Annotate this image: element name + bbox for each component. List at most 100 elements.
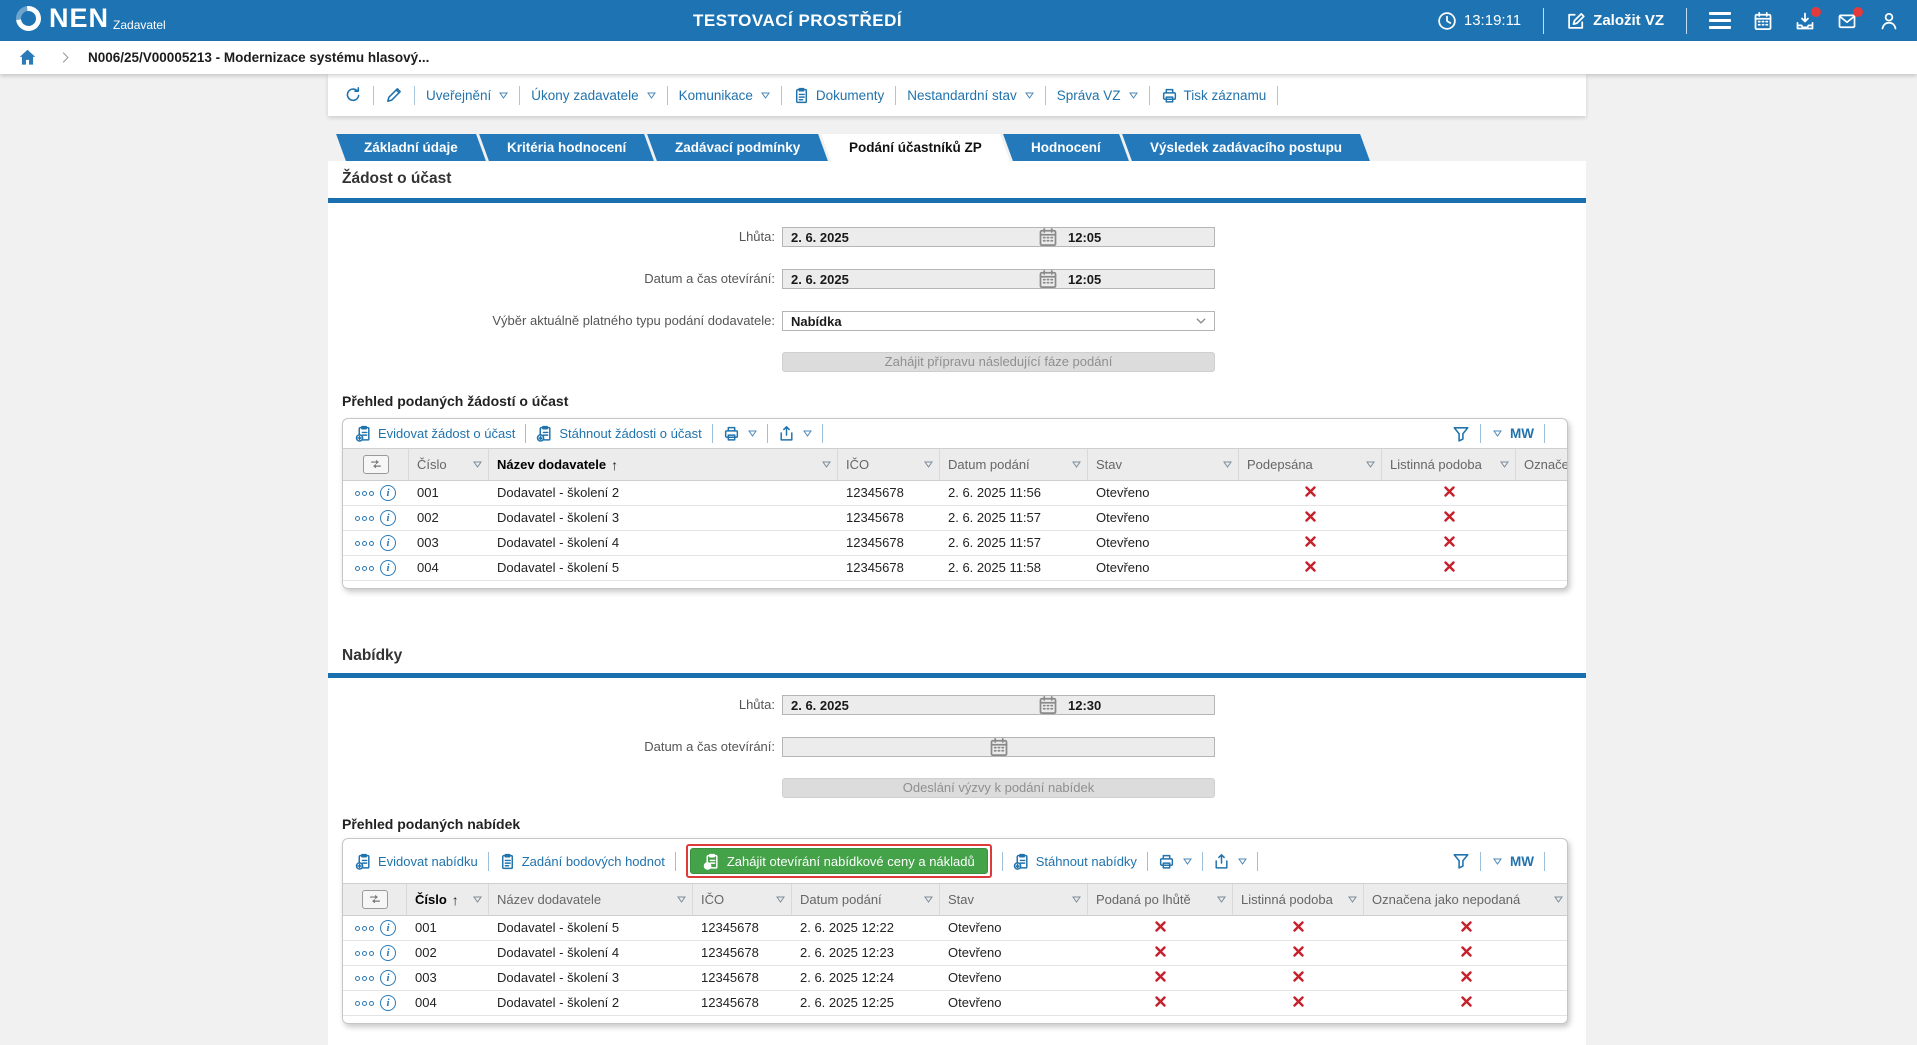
mw-toggle[interactable]: MW [1510, 426, 1534, 441]
toolbar-item-tisk-z-znamu[interactable]: Tisk záznamu [1161, 87, 1266, 104]
lhuta-field[interactable]: 2. 6. 2025 12:05 [782, 227, 1215, 247]
column-filter-icon[interactable] [1496, 461, 1509, 468]
row-info-icon[interactable]: i [380, 485, 396, 501]
column-filter-icon[interactable] [469, 461, 482, 468]
row-menu-icon[interactable] [355, 1000, 374, 1006]
row-info-icon[interactable]: i [380, 970, 396, 986]
tab-zad-vac-podm-nky[interactable]: Zadávací podmínky [647, 134, 829, 161]
column-header-n-zev-dodavatele[interactable]: Název dodavatele [489, 884, 693, 915]
row-menu-icon[interactable] [355, 540, 374, 546]
table-row[interactable]: i 004 Dodavatel - školení 2 12345678 2. 6. 2… [343, 991, 1567, 1016]
column-header--slo[interactable]: Číslo [409, 449, 489, 480]
column-header-ozna-ena-jako-nepodan-[interactable]: Označena jako nepodaná [1516, 449, 1567, 480]
column-header-n-zev-dodavatele[interactable]: Název dodavatele ↑ [489, 449, 838, 480]
column-header-listinn-podoba[interactable]: Listinná podoba [1382, 449, 1516, 480]
table-row[interactable]: i 004 Dodavatel - školení 5 12345678 2. 6. 2… [343, 556, 1567, 581]
toolbar-item-komunikace[interactable]: Komunikace [679, 88, 770, 103]
table-row[interactable]: i 003 Dodavatel - školení 4 12345678 2. 6. 2… [343, 531, 1567, 556]
column-header--slo[interactable]: Číslo ↑ [407, 884, 489, 915]
lhuta2-time-value[interactable]: 12:30 [1068, 697, 1102, 713]
lhuta2-date-value[interactable]: 2. 6. 2025 [791, 697, 849, 713]
dropdown-triangle-icon[interactable] [1493, 430, 1502, 437]
submission-type-select[interactable]: Nabídka [782, 311, 1215, 331]
tab-pod-n-astn-k-zp[interactable]: Podání účastníků ZP [821, 134, 1011, 161]
lhuta-date-value[interactable]: 2. 6. 2025 [791, 229, 849, 245]
row-menu-icon[interactable] [355, 490, 374, 496]
column-header-datum-pod-n-[interactable]: Datum podání [940, 449, 1088, 480]
column-filter-icon[interactable] [673, 896, 686, 903]
row-info-icon[interactable]: i [380, 945, 396, 961]
tab-z-kladn-daje[interactable]: Základní údaje [336, 134, 486, 161]
lhuta-time-value[interactable]: 12:05 [1068, 229, 1102, 245]
create-vz-button[interactable]: Založit VZ [1566, 11, 1664, 31]
row-info-icon[interactable]: i [380, 560, 396, 576]
otevirani-time-value[interactable]: 12:05 [1068, 271, 1102, 287]
action-st-hnout-dosti-o-ast[interactable]: Stáhnout žádosti o účast [536, 425, 702, 442]
column-header-listinn-podoba[interactable]: Listinná podoba [1233, 884, 1364, 915]
row-menu-icon[interactable] [355, 925, 374, 931]
column-filter-icon[interactable] [1068, 896, 1081, 903]
start-next-phase-button[interactable]: Zahájit přípravu následující fáze podání [782, 352, 1215, 372]
calendar-icon[interactable] [1038, 269, 1058, 289]
column-filter-icon[interactable] [920, 461, 933, 468]
column-header-stav[interactable]: Stav [940, 884, 1088, 915]
column-chooser-icon[interactable] [361, 890, 388, 909]
table-row[interactable]: i 001 Dodavatel - školení 2 12345678 2. 6. 2… [343, 481, 1567, 506]
row-info-icon[interactable]: i [380, 510, 396, 526]
otevirani2-field[interactable] [782, 737, 1215, 757]
column-filter-icon[interactable] [818, 461, 831, 468]
tab-krit-ria-hodnocen-[interactable]: Kritéria hodnocení [478, 134, 654, 161]
column-filter-icon[interactable] [1068, 461, 1081, 468]
action-zad-n-bodov-ch-hodnot[interactable]: Zadání bodových hodnot [499, 853, 665, 870]
column-filter-icon[interactable] [1362, 461, 1375, 468]
row-menu-icon[interactable] [355, 975, 374, 981]
row-menu-icon[interactable] [355, 950, 374, 956]
column-header-ozna-ena-jako-nepodan-[interactable]: Označena jako nepodaná [1364, 884, 1567, 915]
table-row[interactable]: i 001 Dodavatel - školení 5 12345678 2. 6. 2… [343, 916, 1567, 941]
action-evidovat-dost-o-ast[interactable]: Evidovat žádost o účast [355, 425, 515, 442]
tab-v-sledek-zad-vac-ho-postupu[interactable]: Výsledek zadávacího postupu [1121, 134, 1370, 161]
downloads-button[interactable] [1795, 6, 1821, 31]
column-filter-icon[interactable] [469, 896, 482, 903]
calendar-icon[interactable] [1038, 695, 1058, 715]
row-info-icon[interactable]: i [380, 920, 396, 936]
row-menu-icon[interactable] [355, 565, 374, 571]
action-st-hnout-nab-dky[interactable]: Stáhnout nabídky [1013, 853, 1137, 870]
column-header-datum-pod-n-[interactable]: Datum podání [792, 884, 940, 915]
row-info-icon[interactable]: i [380, 995, 396, 1011]
column-header-podeps-na[interactable]: Podepsána [1239, 449, 1382, 480]
breadcrumb-record-title[interactable]: N006/25/V00005213 - Modernizace systému … [88, 50, 430, 65]
column-header-podan-po-lh-t-[interactable]: Podaná po lhůtě [1088, 884, 1233, 915]
home-icon[interactable] [18, 48, 37, 67]
action-export-icon[interactable] [1213, 853, 1247, 870]
column-header-stav[interactable]: Stav [1088, 449, 1239, 480]
menu-hamburger-icon[interactable] [1709, 12, 1731, 29]
send-invitation-button[interactable]: Odeslání výzvy k podání nabídek [782, 778, 1215, 798]
toolbar-item--kony-zadavatele[interactable]: Úkony zadavatele [531, 88, 656, 103]
toolbar-refresh-icon[interactable] [344, 86, 362, 104]
otevirani-field[interactable]: 2. 6. 2025 12:05 [782, 269, 1215, 289]
column-filter-icon[interactable] [1213, 896, 1226, 903]
column-header-i-o[interactable]: IČO [693, 884, 792, 915]
column-filter-icon[interactable] [772, 896, 785, 903]
action-printer-icon[interactable] [1158, 853, 1192, 870]
action-zah-jit-otev-r-n-nab-dkov-ceny-a-n-klad-[interactable]: Zahájit otevírání nabídkové ceny a nákla… [689, 848, 988, 874]
column-filter-icon[interactable] [1219, 461, 1232, 468]
toolbar-item-dokumenty[interactable]: Dokumenty [793, 87, 884, 104]
calendar-icon[interactable] [1038, 227, 1058, 247]
column-filter-icon[interactable] [920, 896, 933, 903]
action-evidovat-nab-dku[interactable]: Evidovat nabídku [355, 853, 478, 870]
profile-button[interactable] [1879, 11, 1899, 31]
table-row[interactable]: i 002 Dodavatel - školení 4 12345678 2. 6. 2… [343, 941, 1567, 966]
mw-toggle[interactable]: MW [1510, 853, 1534, 869]
toolbar-pencil-icon[interactable] [385, 86, 403, 104]
toolbar-item-spr-va-vz[interactable]: Správa VZ [1057, 88, 1138, 103]
table-row[interactable]: i 002 Dodavatel - školení 3 12345678 2. 6. 2… [343, 506, 1567, 531]
column-filter-icon[interactable] [1344, 896, 1357, 903]
row-menu-icon[interactable] [355, 515, 374, 521]
funnel-icon[interactable] [1452, 852, 1470, 870]
tab-hodnocen-[interactable]: Hodnocení [1003, 134, 1129, 161]
otevirani-date-value[interactable]: 2. 6. 2025 [791, 271, 849, 287]
dropdown-triangle-icon[interactable] [1493, 858, 1502, 865]
column-filter-icon[interactable] [1550, 896, 1563, 903]
